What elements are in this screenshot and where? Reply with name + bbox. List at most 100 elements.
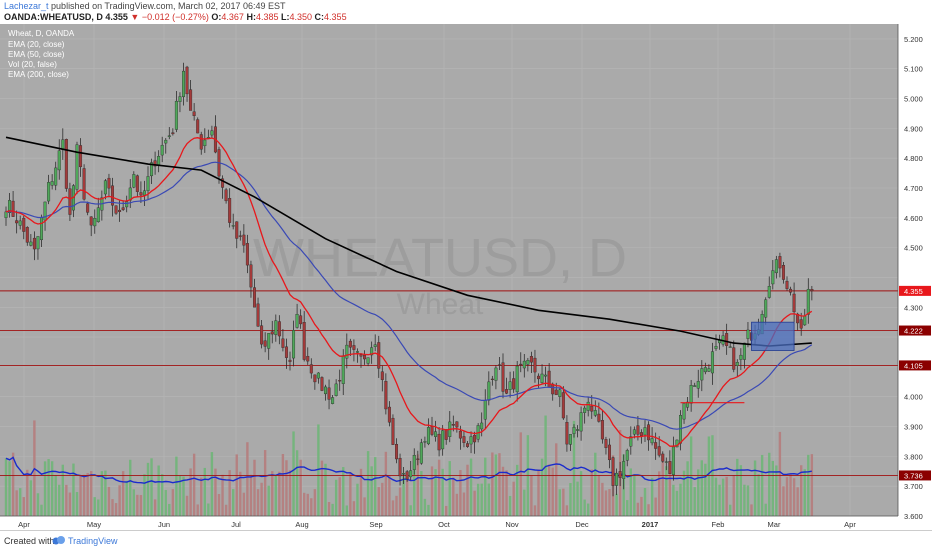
candle-body — [682, 403, 686, 420]
volume-bar — [143, 474, 146, 516]
candle-body — [537, 375, 541, 380]
candle-body — [384, 381, 388, 410]
volume-bar — [508, 495, 512, 516]
candle-body — [132, 174, 136, 188]
candle-body — [47, 182, 51, 202]
candle-body — [29, 241, 33, 246]
candle-body — [68, 188, 72, 215]
legend-ema20[interactable]: EMA (20, close) — [8, 40, 65, 49]
volume-bar — [792, 478, 796, 516]
volume-bar — [47, 459, 50, 516]
candle-body — [79, 145, 83, 168]
volume-bar — [303, 492, 306, 516]
candle-body — [348, 340, 352, 348]
volume-bar — [214, 468, 217, 516]
volume-bar — [732, 475, 735, 516]
volume-bar — [594, 452, 597, 516]
legend-ema200[interactable]: EMA (200, close) — [8, 70, 69, 79]
candle-body — [611, 457, 615, 486]
volume-bar — [650, 477, 654, 516]
volume-bar — [729, 504, 732, 516]
legend-ema50[interactable]: EMA (50, close) — [8, 50, 65, 59]
candle-body — [693, 385, 697, 387]
volume-bar — [665, 466, 668, 516]
volume-bar — [306, 493, 309, 516]
candle-body — [604, 439, 608, 448]
time-axis[interactable]: Apr May Jun Jul Aug Sep Oct Nov Dec 2017 Feb Mar Apr — [0, 515, 898, 529]
candle-body — [618, 471, 622, 478]
volume-bar — [107, 486, 111, 516]
candle-body — [515, 365, 519, 393]
price-change: −0.012 (−0.27%) — [141, 12, 209, 22]
price-label-text: 3.736 — [904, 471, 923, 480]
candle-body — [565, 422, 569, 445]
watermark-symbol: WHEATUSD, D — [253, 228, 627, 288]
volume-ma-line — [5, 456, 812, 484]
support-zone-box[interactable] — [751, 321, 795, 351]
volume-bar — [384, 451, 388, 516]
candle-body — [629, 436, 633, 447]
candle-body — [661, 453, 665, 462]
volume-bar — [604, 490, 608, 516]
volume-bar — [462, 492, 466, 516]
candle-body — [576, 429, 580, 431]
volume-bar — [79, 475, 82, 516]
legend-vol[interactable]: Vol (20, false) — [8, 60, 57, 69]
candle-body — [96, 207, 100, 223]
candle-body — [40, 217, 44, 241]
volume-bar — [221, 474, 224, 516]
candle-body — [181, 70, 185, 97]
time-tick-label: May — [87, 520, 101, 529]
candle-body — [157, 156, 161, 165]
candle-body — [561, 392, 565, 419]
candle-body — [526, 360, 530, 365]
candle-body — [806, 289, 810, 315]
candle-body — [252, 287, 256, 308]
candle-body — [458, 430, 462, 439]
author-link[interactable]: Lachezar_t — [4, 1, 49, 11]
volume-bar — [299, 459, 302, 516]
candle-body — [288, 359, 292, 362]
candle-body — [732, 347, 736, 370]
price-axis[interactable]: 5.200 5.100 5.000 4.900 4.800 4.700 4.600 4.500… — [897, 24, 932, 530]
price-chart[interactable]: WHEATUSD, D Wheat Wheat, D, OANDA EMA (2… — [0, 24, 932, 530]
price-tick-label: 3.600 — [904, 512, 923, 521]
price-tick-label: 3.800 — [904, 452, 923, 461]
volume-bar — [50, 461, 54, 516]
volume-bar — [121, 471, 125, 516]
candle-body — [497, 364, 501, 366]
volume-bar — [409, 505, 412, 516]
candle-body — [199, 134, 203, 150]
volume-bar — [654, 497, 657, 516]
volume-bar — [171, 489, 175, 516]
volume-bar — [338, 477, 341, 516]
volume-bar — [192, 453, 196, 516]
volume-bar — [736, 458, 739, 516]
time-tick-label: Aug — [295, 520, 308, 529]
volume-bar — [725, 476, 728, 516]
candle-body — [370, 347, 374, 356]
candle-body — [519, 363, 523, 366]
candle-body — [725, 333, 729, 346]
candle-body — [142, 190, 146, 196]
candle-body — [636, 425, 640, 435]
volume-bar — [349, 472, 352, 516]
candle-body — [15, 220, 19, 224]
candle-body — [664, 461, 668, 463]
candle-body — [590, 405, 594, 412]
volume-bar — [185, 495, 189, 516]
price-tick-label: 4.600 — [904, 214, 923, 223]
volume-bar — [324, 463, 327, 516]
time-tick-label: Dec — [575, 520, 589, 529]
volume-bar — [402, 476, 405, 516]
candle-body — [43, 201, 47, 221]
candle-body — [544, 374, 548, 377]
volume-bar — [93, 497, 96, 516]
volume-bar — [693, 487, 696, 516]
tradingview-link[interactable]: TradingView — [68, 536, 118, 546]
volume-bar — [764, 503, 767, 516]
volume-bar — [760, 454, 764, 516]
volume-bar — [640, 496, 643, 516]
volume-bar — [636, 502, 640, 516]
volume-bar — [54, 475, 57, 516]
